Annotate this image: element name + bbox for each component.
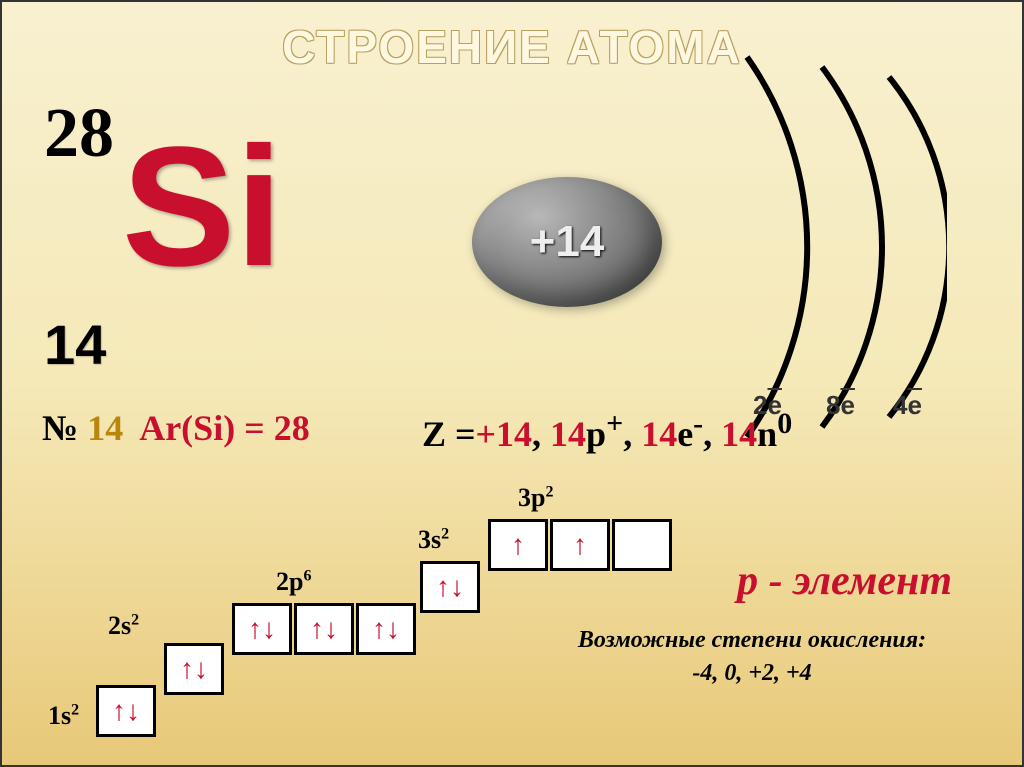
protons-count: 14 xyxy=(550,414,586,454)
orbital-cell: ↑ xyxy=(550,519,610,571)
electrons-symbol: e xyxy=(677,414,693,454)
block-type-label: p - элемент xyxy=(737,557,952,605)
neutrons-count: 14 xyxy=(721,414,757,454)
atomic-number: 14 xyxy=(44,312,106,377)
orbital-cell: ↑↓ xyxy=(294,603,354,655)
z-charge: +14 xyxy=(476,414,533,454)
element-number-line: № 14 Ar(Si) = 28 xyxy=(42,407,310,449)
orbital-label-2s: 2s2 xyxy=(108,611,139,641)
orbital-label-2p: 2p6 xyxy=(276,567,311,597)
orbital-cell: ↑ xyxy=(488,519,548,571)
oxidation-states-values: -4, 0, +2, +4 xyxy=(552,660,952,687)
orbital-cell: ↑↓ xyxy=(356,603,416,655)
orbital-cell: ↑↓ xyxy=(232,603,292,655)
orbital-cell: ↑↓ xyxy=(96,685,156,737)
z-label: Z = xyxy=(422,414,476,454)
orbital-label-1s: 1s2 xyxy=(48,701,79,731)
orbital-cell xyxy=(612,519,672,571)
shell-2-electrons: 8e xyxy=(826,390,855,421)
number-sign: № xyxy=(42,408,78,448)
atomic-number-gold: 14 xyxy=(87,408,123,448)
orbital-cell: ↑↓ xyxy=(164,643,224,695)
orbital-label-3s: 3s2 xyxy=(418,525,449,555)
protons-symbol: p xyxy=(586,414,606,454)
element-symbol: Si xyxy=(122,122,283,292)
particles-line: Z =+14, 14p+, 14e-, 14n0 xyxy=(422,407,792,455)
orbital-diagram: ↑↓↑↓↑↓↑↓↑↓↑↓↑↑1s22s22p63s23p2 xyxy=(56,483,676,743)
shell-3-electrons: 4e xyxy=(893,390,922,421)
neutrons-symbol: n xyxy=(757,414,777,454)
orbital-label-3p: 3p2 xyxy=(518,483,553,513)
mass-number: 28 xyxy=(44,94,114,174)
electrons-count: 14 xyxy=(641,414,677,454)
relative-mass: Ar(Si) = 28 xyxy=(139,408,310,448)
oxidation-states-label: Возможные степени окисления: xyxy=(552,627,952,654)
shell-arcs xyxy=(497,47,947,447)
orbital-cell: ↑↓ xyxy=(420,561,480,613)
